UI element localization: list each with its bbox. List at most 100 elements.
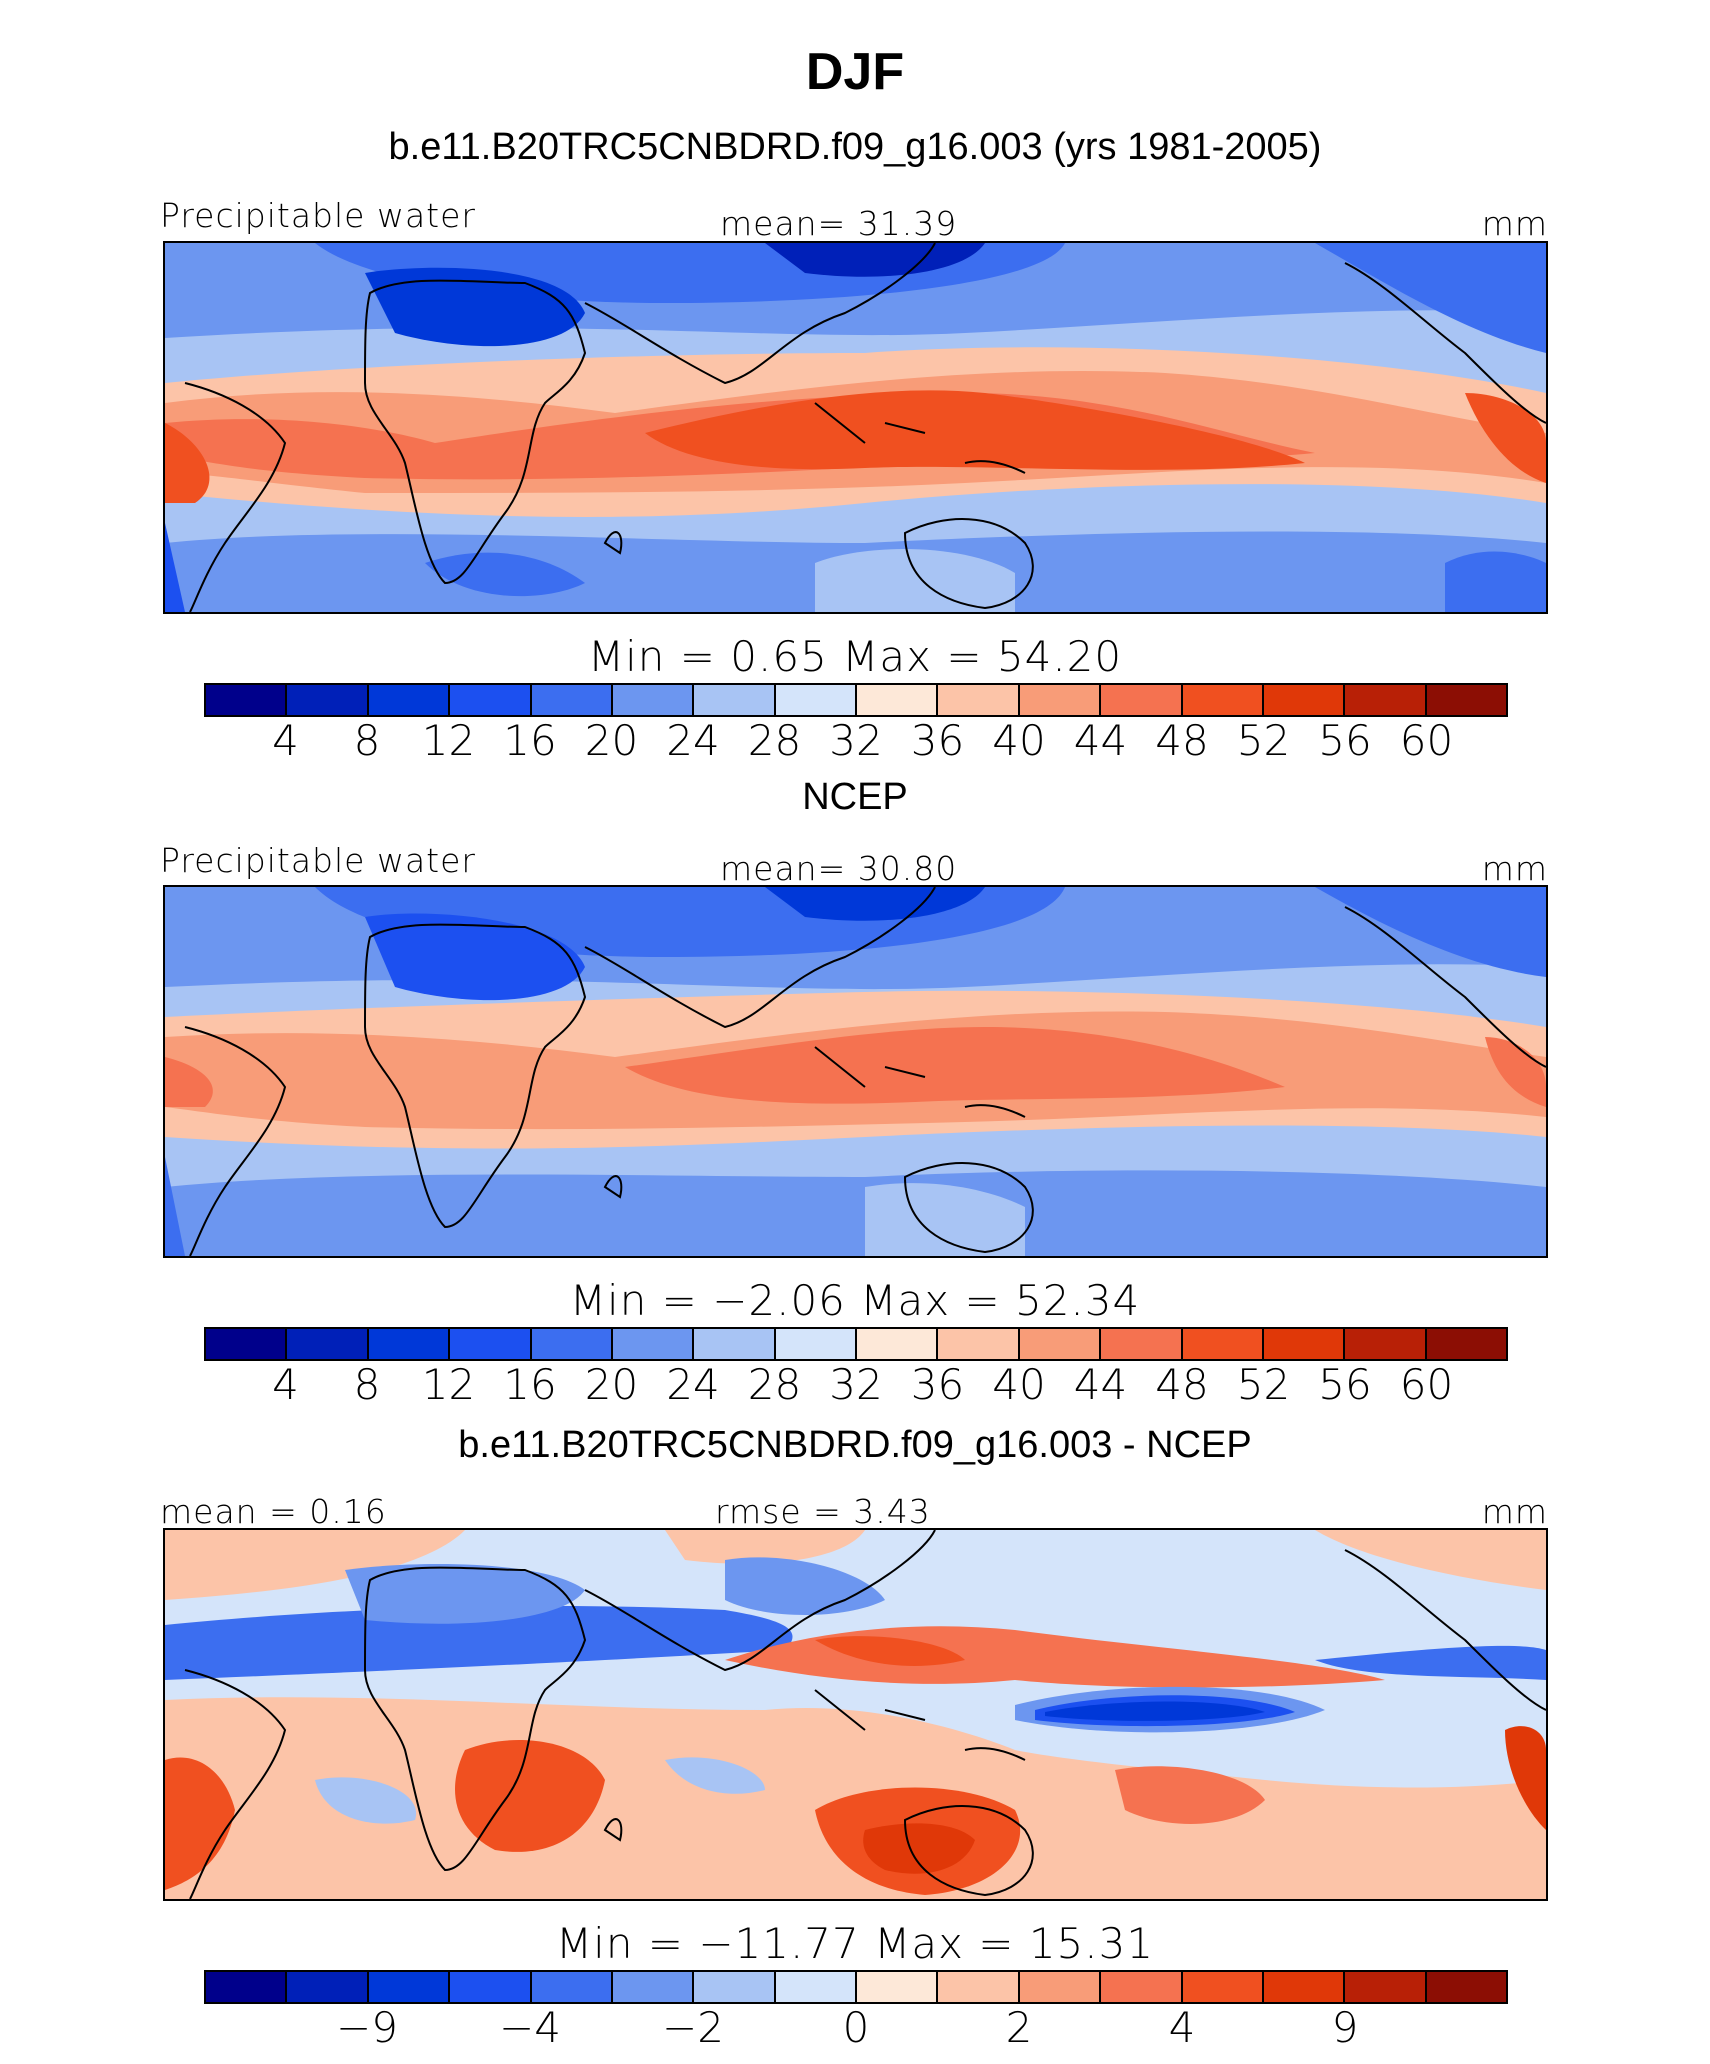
panel-3-mean-label: mean = 0.16: [160, 1492, 387, 1531]
colorbar-box: [857, 1972, 939, 2002]
tick-label: 24: [666, 1360, 720, 1409]
panel-1-title: b.e11.B20TRC5CNBDRD.f09_g16.003 (yrs 198…: [388, 126, 1322, 168]
colorbar-box: [612, 1972, 695, 2002]
colorbar-box: [1182, 1972, 1264, 2002]
colorbar-box: [775, 1329, 857, 1359]
tick-label: 52: [1236, 1360, 1291, 1409]
panel-3-contour-field: [165, 1530, 1546, 1899]
colorbar-box: [206, 685, 288, 715]
colorbar-box: [1182, 685, 1264, 715]
tick-label: 48: [1155, 716, 1209, 765]
tick-label: 44: [1073, 1360, 1128, 1409]
tick-label: 24: [666, 716, 720, 765]
colorbar-box: [450, 1972, 532, 2002]
colorbar-box: [694, 1329, 776, 1359]
colorbar-box: [1019, 1972, 1102, 2002]
colorbar-box: [531, 1972, 613, 2002]
panel-3-rmse-label: rmse = 3.43: [715, 1492, 931, 1531]
panel-3-units: mm: [1481, 1492, 1548, 1531]
colorbar-box: [531, 1329, 613, 1359]
panel-1-tick-labels: 4 8 12 16 20 24 28 32 36 40 44 48 52 56 …: [204, 716, 1508, 765]
colorbar-box: [1182, 1329, 1264, 1359]
panel-1-contour-field: [165, 243, 1546, 612]
tick-label: 56: [1318, 1360, 1372, 1409]
tick-label: 60: [1399, 1360, 1454, 1409]
panel-2-mean-label: mean= 30.80: [720, 849, 958, 888]
panel-1-minmax: Min = 0.65 Max = 54.20: [587, 632, 1123, 681]
main-title: DJF: [805, 43, 905, 101]
tick-label: 28: [747, 716, 802, 765]
colorbar-box: [694, 685, 776, 715]
panel-3-map: [163, 1528, 1548, 1901]
tick-label: 36: [910, 716, 965, 765]
colorbar-box: [1345, 1329, 1427, 1359]
tick-label: 36: [910, 1360, 965, 1409]
colorbar-box: [368, 1329, 451, 1359]
colorbar-box: [1426, 1329, 1506, 1359]
tick-label: 20: [584, 1360, 639, 1409]
tick-label: 2: [1005, 2003, 1033, 2052]
colorbar-box: [1101, 1972, 1183, 2002]
panel-1-variable-label: Precipitable water: [160, 196, 476, 235]
colorbar-box: [938, 1972, 1020, 2002]
tick-label: −9: [336, 2003, 398, 2052]
panel-3-colorbar: [204, 1970, 1508, 2004]
colorbar-box: [1345, 685, 1427, 715]
tick-label: 40: [992, 1360, 1046, 1409]
colorbar-box: [1101, 685, 1183, 715]
tick-label: 32: [829, 716, 883, 765]
colorbar-box: [531, 685, 613, 715]
panel-2-map: [163, 885, 1548, 1258]
panel-1-units: mm: [1481, 204, 1548, 243]
tick-label: 56: [1318, 716, 1372, 765]
colorbar-box: [287, 685, 369, 715]
colorbar-box: [775, 685, 857, 715]
colorbar-box: [1345, 1972, 1427, 2002]
tick-label: 8: [353, 1360, 381, 1409]
panel-3-title: b.e11.B20TRC5CNBDRD.f09_g16.003 - NCEP: [458, 1424, 1252, 1466]
colorbar-box: [857, 685, 939, 715]
colorbar-box: [287, 1972, 369, 2002]
panel-1-mean-label: mean= 31.39: [720, 204, 958, 243]
colorbar-box: [775, 1972, 857, 2002]
colorbar-box: [1101, 1329, 1183, 1359]
colorbar-box: [1019, 1329, 1102, 1359]
colorbar-box: [1263, 1329, 1346, 1359]
tick-label: 28: [747, 1360, 802, 1409]
colorbar-box: [938, 685, 1020, 715]
colorbar-box: [612, 1329, 695, 1359]
panel-2-title: NCEP: [802, 776, 908, 818]
panel-1-colorbar: [204, 683, 1508, 717]
colorbar-box: [287, 1329, 369, 1359]
colorbar-box: [1426, 1972, 1506, 2002]
tick-label: 52: [1236, 716, 1291, 765]
colorbar-box: [206, 1972, 288, 2002]
colorbar-box: [694, 1972, 776, 2002]
tick-label: 12: [421, 1360, 476, 1409]
tick-label: 48: [1155, 1360, 1209, 1409]
colorbar-box: [938, 1329, 1020, 1359]
panel-2-minmax: Min = −2.06 Max = 52.34: [569, 1276, 1141, 1325]
tick-label: 16: [503, 1360, 557, 1409]
panel-2-contour-field: [165, 887, 1546, 1256]
tick-label: 9: [1331, 2003, 1359, 2052]
tick-label: 4: [272, 1360, 299, 1409]
tick-label: 4: [272, 716, 299, 765]
tick-label: 0: [842, 2003, 870, 2052]
panel-2-units: mm: [1481, 849, 1548, 888]
colorbar-box: [1263, 1972, 1346, 2002]
tick-label: −2: [662, 2003, 724, 2052]
colorbar-box: [206, 1329, 288, 1359]
tick-label: 16: [503, 716, 557, 765]
panel-3-tick-labels: −9 −4 −2 0 2 4 9: [204, 2003, 1508, 2052]
colorbar-box: [368, 1972, 451, 2002]
colorbar-box: [612, 685, 695, 715]
tick-label: 8: [353, 716, 381, 765]
tick-label: 12: [421, 716, 476, 765]
colorbar-box: [368, 685, 451, 715]
panel-3-minmax: Min = −11.77 Max = 15.31: [555, 1919, 1155, 1968]
tick-label: 32: [829, 1360, 883, 1409]
panel-1-map: [163, 241, 1548, 614]
tick-label: 20: [584, 716, 639, 765]
panel-2-variable-label: Precipitable water: [160, 841, 476, 880]
